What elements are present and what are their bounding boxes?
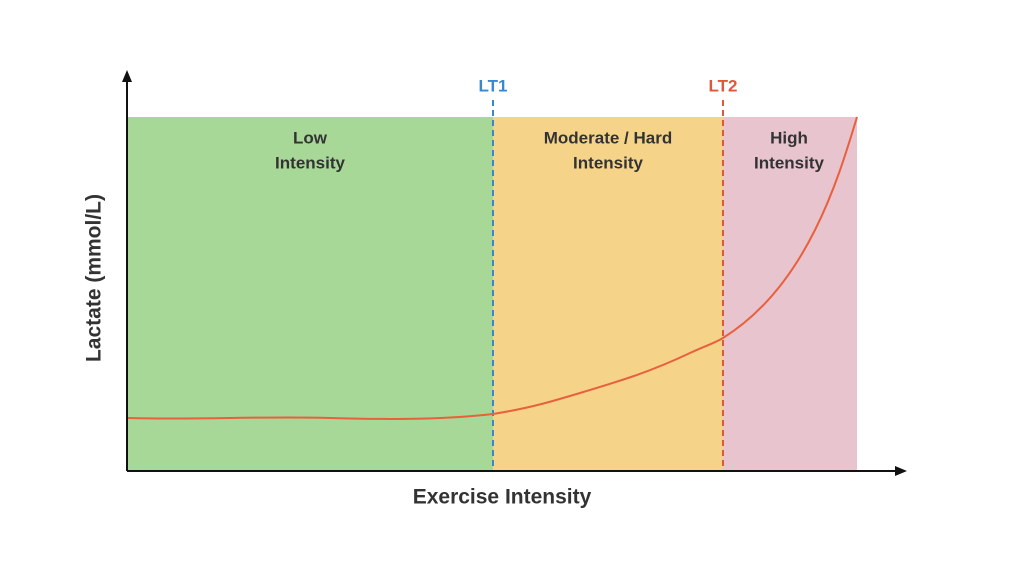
zone-label: Intensity [573,153,643,172]
zone-label: Intensity [754,153,824,172]
zone-label: Low [293,128,328,147]
zone-high [723,117,857,470]
x-axis-title: Exercise Intensity [413,486,592,509]
zone-label: High [770,128,808,147]
lactate-curve [127,116,858,420]
zone-moderate [493,117,723,470]
x-axis-arrow [895,466,907,476]
zone-label: Moderate / Hard [544,128,672,147]
y-axis-arrow [122,70,132,82]
lt1-label: LT1 [479,76,508,95]
lt2-label: LT2 [709,76,738,95]
zone-low [128,117,493,470]
zone-label: Intensity [275,153,345,172]
y-axis-title: Lactate (mmol/L) [83,194,106,362]
